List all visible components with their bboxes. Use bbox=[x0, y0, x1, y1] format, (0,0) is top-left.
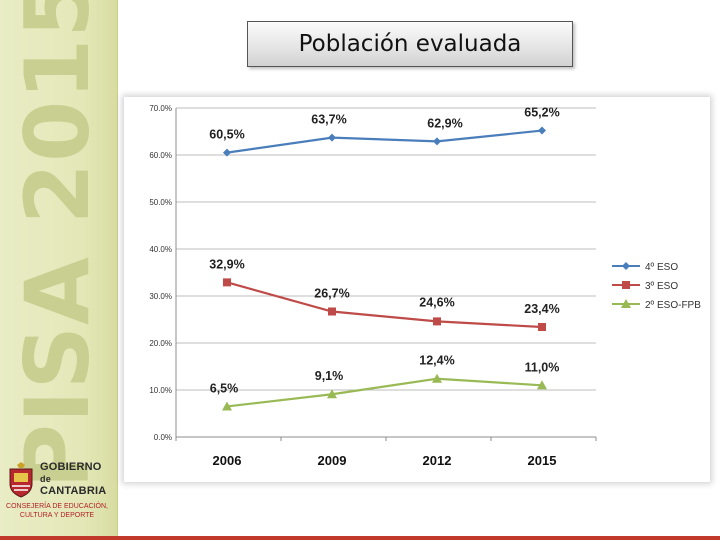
y-tick-label: 70.0% bbox=[149, 104, 172, 113]
y-tick-label: 0.0% bbox=[154, 433, 172, 442]
legend-label: 2º ESO-FPB bbox=[645, 300, 701, 311]
y-tick-label: 10.0% bbox=[149, 386, 172, 395]
data-label: 6,5% bbox=[210, 381, 239, 395]
gobierno-cantabria-logo: GOBIERNO de CANTABRIA CONSEJERÍA DE EDUC… bbox=[4, 458, 114, 520]
legend-marker bbox=[622, 281, 630, 289]
data-label: 65,2% bbox=[524, 106, 559, 120]
series-line bbox=[226, 281, 543, 329]
data-point bbox=[327, 389, 337, 399]
slide-title: Población evaluada bbox=[247, 21, 573, 67]
x-tick-label: 2012 bbox=[423, 453, 452, 468]
department-label-line2: CULTURA Y DEPORTE bbox=[19, 512, 95, 519]
cantabria-shield-icon bbox=[9, 462, 33, 498]
legend-label: 3º ESO bbox=[645, 281, 678, 292]
data-label: 11,0% bbox=[525, 360, 560, 374]
data-point bbox=[538, 126, 546, 135]
pisa-2015-logo-text: PISA 2015 bbox=[6, 0, 109, 489]
data-point bbox=[432, 373, 442, 383]
data-point bbox=[328, 307, 336, 316]
x-tick-label: 2015 bbox=[528, 453, 557, 468]
data-point bbox=[537, 380, 547, 390]
x-tick-label: 2009 bbox=[318, 453, 347, 468]
population-line-chart: 0.0% 10.0% 20.0% 30.0% 40.0% 50.0% 60.0% 70.0% 2… bbox=[149, 104, 701, 468]
data-label: 24,6% bbox=[419, 295, 454, 309]
data-label: 60,5% bbox=[209, 128, 244, 142]
cantabria-label: CANTABRIA bbox=[40, 485, 107, 497]
x-tick-label: 2006 bbox=[213, 453, 242, 468]
data-label: 9,1% bbox=[315, 369, 344, 383]
legend-marker bbox=[621, 299, 631, 308]
y-tick-label: 50.0% bbox=[149, 198, 172, 207]
data-label: 32,9% bbox=[209, 257, 244, 271]
data-point bbox=[433, 137, 441, 146]
legend-marker bbox=[622, 262, 630, 270]
gobierno-label: GOBIERNO bbox=[40, 461, 102, 473]
data-label: 12,4% bbox=[419, 354, 454, 368]
data-point bbox=[328, 133, 336, 142]
series-line bbox=[226, 129, 543, 154]
bottom-accent-bar bbox=[0, 536, 720, 540]
y-tick-label: 20.0% bbox=[149, 339, 172, 348]
data-label: 23,4% bbox=[524, 302, 559, 316]
y-tick-label: 60.0% bbox=[149, 151, 172, 160]
department-label-line1: CONSEJERÍA DE EDUCACIÓN, bbox=[6, 503, 108, 510]
data-label: 26,7% bbox=[314, 287, 349, 301]
data-point bbox=[223, 278, 231, 287]
series-line bbox=[226, 377, 543, 408]
data-point bbox=[223, 148, 231, 157]
y-tick-label: 40.0% bbox=[149, 245, 172, 254]
data-point bbox=[538, 323, 546, 332]
data-label: 63,7% bbox=[311, 113, 346, 127]
chart-panel: 0.0% 10.0% 20.0% 30.0% 40.0% 50.0% 60.0% 70.0% 2… bbox=[124, 97, 710, 482]
de-label: de bbox=[40, 474, 51, 484]
data-label: 62,9% bbox=[427, 116, 462, 130]
sidebar: PISA 2015 GOBIERNO de CANTABRIA CONSEJER… bbox=[0, 0, 118, 540]
legend-label: 4º ESO bbox=[645, 262, 678, 273]
data-point bbox=[222, 401, 232, 411]
y-tick-label: 30.0% bbox=[149, 292, 172, 301]
data-point bbox=[433, 317, 441, 326]
